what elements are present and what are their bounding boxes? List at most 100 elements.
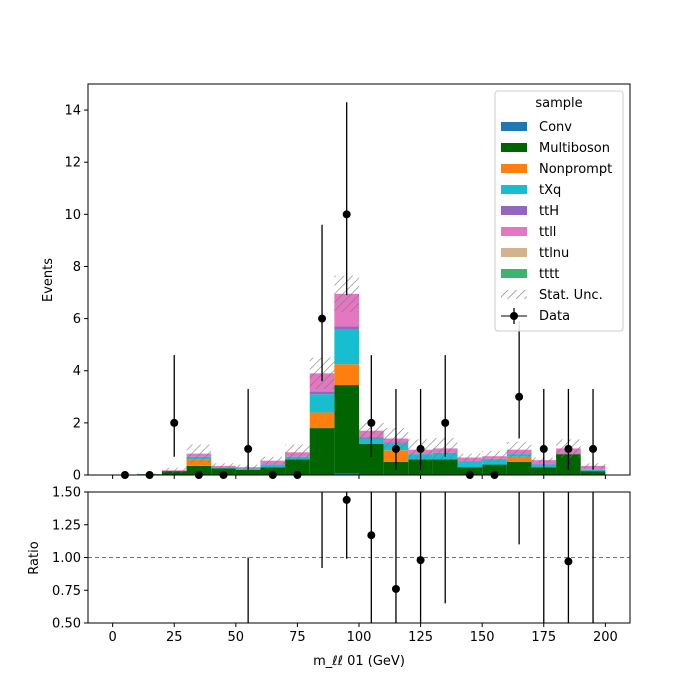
stat-unc-band-bin-4 xyxy=(211,463,236,469)
stat-unc-band-bin-6 xyxy=(260,456,286,465)
x-tick-label-75: 75 xyxy=(289,630,306,645)
bar-txq-bin-15 xyxy=(482,459,507,465)
bar-multiboson-bin-8 xyxy=(309,428,335,475)
y-axis-label-events: Events xyxy=(41,258,56,302)
data-point-8 xyxy=(318,314,327,323)
bar-tth-bin-8 xyxy=(309,391,335,395)
bar-tth-bin-14 xyxy=(457,461,483,462)
stat-unc-band-bin-2 xyxy=(161,467,187,473)
stat-unc-band-bin-3 xyxy=(186,444,212,463)
x-tick-label-200: 200 xyxy=(593,630,618,645)
bar-multiboson-bin-17 xyxy=(531,467,557,475)
y-tick-label-2: 2 xyxy=(73,416,81,431)
legend-swatch-ttll xyxy=(501,227,527,236)
legend-label-txq: tXq xyxy=(539,183,561,198)
x-tick-label-100: 100 xyxy=(347,630,372,645)
legend-swatch-txq xyxy=(501,185,527,194)
x-tick-label-125: 125 xyxy=(408,630,433,645)
bar-txq-bin-6 xyxy=(260,464,286,468)
y-tick-label-6: 6 xyxy=(73,312,81,327)
ratio-y-tick-label-0.50: 0.50 xyxy=(52,617,81,632)
legend-label-ttll: ttll xyxy=(539,225,556,240)
y-axis-label-ratio: Ratio xyxy=(27,541,42,574)
data-point-19 xyxy=(589,444,598,453)
legend-swatch-conv xyxy=(501,122,527,131)
legend-swatch-nonprompt xyxy=(501,164,527,173)
bar-multiboson-bin-2 xyxy=(161,471,187,475)
bar-multiboson-bin-7 xyxy=(285,459,310,475)
ratio-panel: 0.50 0.75 1.00 1.25 1.50 0 25 50 75 100 125 150 175 2… xyxy=(52,481,631,653)
x-axis-label: m_ℓℓ 01 (GeV) xyxy=(313,654,405,669)
ratio-point-0 xyxy=(244,645,252,653)
x-tick-label-50: 50 xyxy=(228,630,245,645)
legend-label-nonprompt: Nonprompt xyxy=(539,162,612,177)
x-tick-label-175: 175 xyxy=(531,630,556,645)
legend-swatch-stat-unc xyxy=(501,290,527,299)
bar-txq-bin-14 xyxy=(457,461,483,468)
legend-label-stat-unc: Stat. Unc. xyxy=(539,288,603,303)
ratio-y-tick-label-1.50: 1.50 xyxy=(52,486,81,501)
bar-multiboson-bin-3 xyxy=(186,465,212,475)
stat-unc-band-bin-16 xyxy=(506,441,532,458)
ratio-point-3 xyxy=(367,531,376,540)
x-tick-label-150: 150 xyxy=(470,630,495,645)
legend-label-conv: Conv xyxy=(539,120,572,135)
y-tick-label-12: 12 xyxy=(64,156,81,171)
main-panel: 0 2 4 6 8 10 12 14 xyxy=(64,83,631,484)
bar-multiboson-bin-19 xyxy=(580,471,606,475)
x-tick-label-25: 25 xyxy=(166,630,183,645)
x-tick-label-0: 0 xyxy=(108,630,116,645)
ratio-point-1 xyxy=(318,481,326,489)
ratio-point-2 xyxy=(342,495,351,504)
data-point-5 xyxy=(244,444,253,453)
ratio-points xyxy=(244,481,594,653)
bar-multiboson-bin-15 xyxy=(482,464,507,475)
y-tick-label-10: 10 xyxy=(64,208,81,223)
bar-txq-bin-8 xyxy=(309,394,335,413)
ratio-frame xyxy=(87,491,631,624)
data-point-18 xyxy=(564,444,573,453)
legend-title: sample xyxy=(535,96,582,111)
data-point-13 xyxy=(441,418,450,427)
legend-swatch-ttlnu xyxy=(501,248,527,257)
legend-label-data: Data xyxy=(539,309,570,324)
bar-nonprompt-bin-8 xyxy=(309,412,335,429)
data-point-9 xyxy=(342,210,351,219)
y-tick-label-8: 8 xyxy=(73,260,81,275)
bar-multiboson-bin-9 xyxy=(334,385,359,474)
data-point-11 xyxy=(391,444,400,453)
data-point-10 xyxy=(367,418,376,427)
data-point-12 xyxy=(416,444,425,453)
bar-txq-bin-9 xyxy=(334,329,359,365)
stat-unc-band-bin-7 xyxy=(285,444,310,461)
stat-unc-band-bin-14 xyxy=(457,453,483,462)
bar-nonprompt-bin-9 xyxy=(334,364,359,386)
legend[interactable]: sample Conv Multiboson Nonprompt tXq ttH ttll t… xyxy=(494,90,624,332)
ratio-y-tick-label-0.75: 0.75 xyxy=(52,584,81,599)
bar-conv-bin-9 xyxy=(334,473,359,475)
data-point-17 xyxy=(539,444,548,453)
y-tick-label-0: 0 xyxy=(73,469,81,484)
ratio-point-5 xyxy=(416,556,425,565)
bar-tth-bin-9 xyxy=(334,326,359,330)
legend-data-marker xyxy=(510,312,518,320)
legend-label-tth: ttH xyxy=(539,204,559,219)
legend-label-multiboson: Multiboson xyxy=(539,141,610,156)
ratio-point-4 xyxy=(391,584,400,593)
ratio-point-9 xyxy=(564,557,573,566)
legend-swatch-tth xyxy=(501,206,527,215)
y-tick-label-4: 4 xyxy=(73,364,81,379)
data-point-2 xyxy=(170,418,179,427)
bar-multiboson-bin-16 xyxy=(506,461,532,475)
data-point-16 xyxy=(515,392,524,401)
legend-label-tttt: tttt xyxy=(539,267,559,282)
legend-label-ttlnu: ttlnu xyxy=(539,246,569,261)
bar-nonprompt-bin-16 xyxy=(506,456,532,462)
y-tick-label-14: 14 xyxy=(64,104,81,119)
ratio-y-tick-label-1.00: 1.00 xyxy=(52,551,81,566)
bar-multiboson-bin-5 xyxy=(235,469,261,475)
legend-swatch-tttt xyxy=(501,269,527,278)
ratio-y-tick-label-1.25: 1.25 xyxy=(52,518,81,533)
legend-swatch-multiboson xyxy=(501,143,527,152)
